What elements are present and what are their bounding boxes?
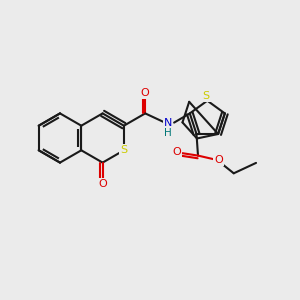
Text: O: O <box>172 147 182 157</box>
Text: O: O <box>214 155 223 165</box>
Text: S: S <box>202 91 210 101</box>
Text: H: H <box>164 128 172 138</box>
Text: O: O <box>141 88 150 98</box>
Text: S: S <box>120 145 128 155</box>
Text: O: O <box>98 179 107 189</box>
Text: N: N <box>164 118 172 128</box>
